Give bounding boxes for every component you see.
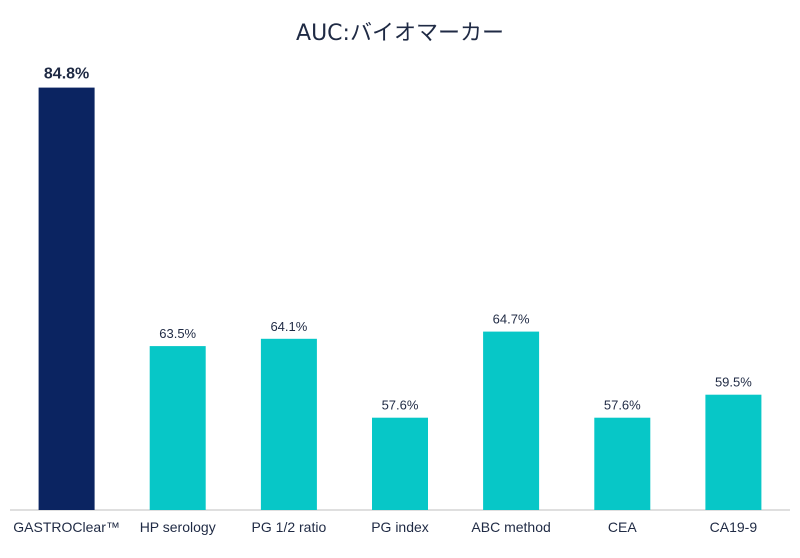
bar-6 (705, 394, 762, 510)
bars-layer (38, 87, 762, 510)
bar-2 (260, 338, 317, 510)
value-label-6: 59.5% (715, 375, 752, 390)
value-label-1: 63.5% (159, 326, 196, 341)
value-label-4: 64.7% (493, 312, 530, 327)
x-tick-label-4: ABC method (471, 519, 550, 535)
bar-1 (149, 346, 206, 510)
value-label-0: 84.8% (44, 66, 89, 83)
bar-0 (38, 87, 95, 510)
value-label-2: 64.1% (270, 319, 307, 334)
bar-3 (372, 417, 428, 510)
value-labels-layer: 84.8% 63.5% 64.1% 57.6% 64.7% 57.6% 59.5% (44, 66, 752, 413)
value-label-3: 57.6% (382, 398, 419, 413)
bar-5 (594, 417, 651, 510)
x-tick-label-5: CEA (608, 519, 637, 535)
x-tick-label-6: CA19-9 (710, 519, 758, 535)
value-label-5: 57.6% (604, 398, 641, 413)
x-tick-labels-layer: GASTROClear™ HP serology PG 1/2 ratio PG in… (13, 519, 757, 535)
x-tick-label-2: PG 1/2 ratio (252, 519, 327, 535)
bar-4 (483, 331, 540, 510)
x-tick-label-1: HP serology (140, 519, 216, 535)
chart-title: AUC:バイオマーカー (296, 21, 504, 46)
x-tick-label-3: PG index (371, 519, 429, 535)
x-tick-label-0: GASTROClear™ (13, 519, 120, 535)
